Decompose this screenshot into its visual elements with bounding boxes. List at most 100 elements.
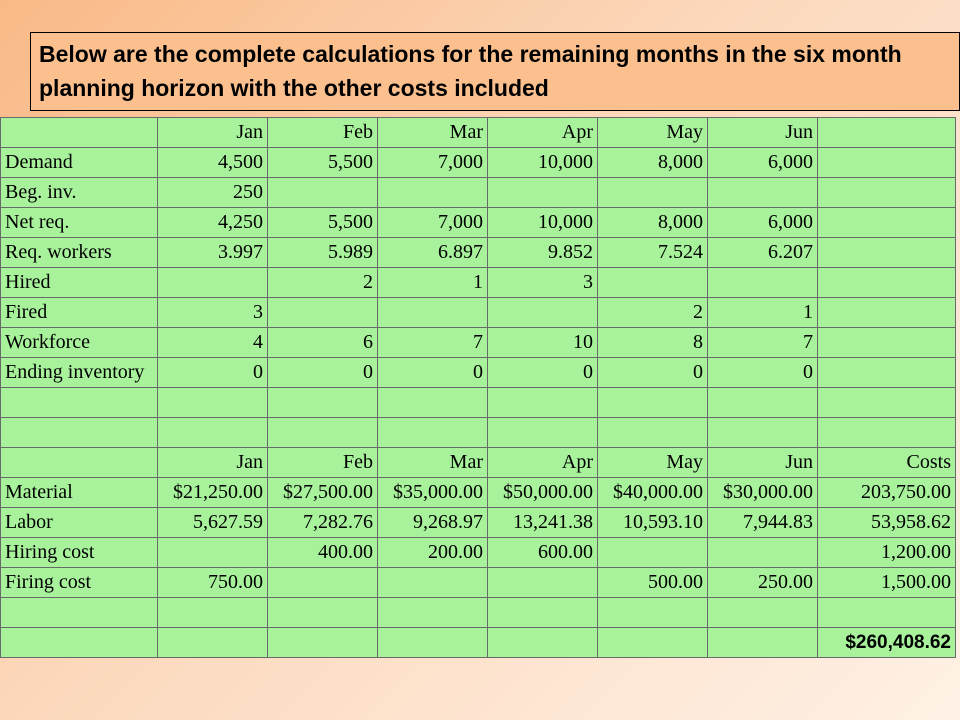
table-cell: 4	[157, 327, 268, 358]
table-cell	[817, 597, 956, 628]
table-cell	[487, 627, 598, 658]
table-cell: Jan	[157, 117, 268, 148]
table-cell	[597, 177, 708, 208]
table-cell	[157, 387, 268, 418]
table-row: Hired 2 1 3	[0, 267, 956, 298]
table-row: Jan Feb Mar Apr May Jun Costs	[0, 447, 956, 478]
table-cell	[487, 387, 598, 418]
table-cell	[817, 177, 956, 208]
table-cell: 7,944.83	[707, 507, 818, 538]
table-cell: Ending inventory	[0, 357, 158, 388]
table-cell: Material	[0, 477, 158, 508]
table-cell: 2	[267, 267, 378, 298]
table-cell	[157, 597, 268, 628]
table-cell	[597, 387, 708, 418]
table-cell	[817, 207, 956, 238]
table-cell: 4,500	[157, 147, 268, 178]
table-cell: 1,200.00	[817, 537, 956, 568]
table-cell: 1	[377, 267, 488, 298]
table-cell: 2	[597, 297, 708, 328]
table-cell: 10,593.10	[597, 507, 708, 538]
table-cell: 600.00	[487, 537, 598, 568]
table-row: Req. workers 3.997 5.989 6.897 9.852 7.524 6.2…	[0, 237, 956, 268]
table-cell: Req. workers	[0, 237, 158, 268]
table-cell	[817, 327, 956, 358]
table-cell: 250	[157, 177, 268, 208]
table-cell: 6	[267, 327, 378, 358]
table-cell	[267, 297, 378, 328]
table-cell: Apr	[487, 447, 598, 478]
table-row	[0, 417, 956, 448]
table-cell: Demand	[0, 147, 158, 178]
table-cell	[707, 267, 818, 298]
table-cell: 10,000	[487, 207, 598, 238]
table-cell: 0	[377, 357, 488, 388]
table-cell: 53,958.62	[817, 507, 956, 538]
table-cell: 7	[707, 327, 818, 358]
table-cell: 3	[487, 267, 598, 298]
table-cell	[267, 177, 378, 208]
table-cell	[377, 297, 488, 328]
table-cell	[817, 417, 956, 448]
table-cell: Feb	[267, 447, 378, 478]
table-row: Demand 4,500 5,500 7,000 10,000 8,000 6,000	[0, 147, 956, 178]
table-cell	[597, 597, 708, 628]
table-cell	[597, 627, 708, 658]
table-row	[0, 387, 956, 418]
table-cell	[377, 597, 488, 628]
table-cell: Firing cost	[0, 567, 158, 598]
table-row: Firing cost 750.00 500.00 250.00 1,500.00	[0, 567, 956, 598]
table-cell: Costs	[817, 447, 956, 478]
table-cell: Jan	[157, 447, 268, 478]
table-cell	[707, 597, 818, 628]
table-cell	[597, 417, 708, 448]
table-cell	[597, 537, 708, 568]
table-cell: 750.00	[157, 567, 268, 598]
table-row: Ending inventory 0 0 0 0 0 0	[0, 357, 956, 388]
table-cell: 250.00	[707, 567, 818, 598]
table-cell	[487, 297, 598, 328]
table-cell: 0	[707, 357, 818, 388]
table-cell: 0	[157, 357, 268, 388]
table-cell	[267, 417, 378, 448]
table-cell	[267, 597, 378, 628]
table-cell	[0, 597, 158, 628]
table-cell	[487, 177, 598, 208]
table-row: $260,408.62	[0, 627, 956, 658]
table-cell	[487, 567, 598, 598]
table-cell	[157, 627, 268, 658]
table-cell	[817, 387, 956, 418]
table-cell	[707, 417, 818, 448]
table-cell	[817, 267, 956, 298]
table-cell: Net req.	[0, 207, 158, 238]
table-cell: Workforce	[0, 327, 158, 358]
table-row: Fired 3 2 1	[0, 297, 956, 328]
table-cell: May	[597, 117, 708, 148]
table-cell: Jun	[707, 447, 818, 478]
table-row: Hiring cost 400.00 200.00 600.00 1,200.00	[0, 537, 956, 568]
table-cell: 10,000	[487, 147, 598, 178]
table-cell: 400.00	[267, 537, 378, 568]
table-cell: 7	[377, 327, 488, 358]
table-cell	[0, 447, 158, 478]
table-cell	[817, 297, 956, 328]
table-cell	[377, 567, 488, 598]
table-row: Labor 5,627.59 7,282.76 9,268.97 13,241.38 10…	[0, 507, 956, 538]
table-cell	[0, 417, 158, 448]
table-cell	[487, 597, 598, 628]
table-cell: 9.852	[487, 237, 598, 268]
table-cell: $50,000.00	[487, 477, 598, 508]
table-cell: 203,750.00	[817, 477, 956, 508]
table-cell: 7,000	[377, 147, 488, 178]
table-cell: 0	[597, 357, 708, 388]
table-cell: Fired	[0, 297, 158, 328]
table-cell: 6,000	[707, 147, 818, 178]
table-cell: 5,500	[267, 147, 378, 178]
table-cell: 3.997	[157, 237, 268, 268]
table-cell	[0, 117, 158, 148]
table-cell: 8,000	[597, 147, 708, 178]
table-cell: 7,000	[377, 207, 488, 238]
table-row: Workforce 4 6 7 10 8 7	[0, 327, 956, 358]
table-cell	[707, 537, 818, 568]
